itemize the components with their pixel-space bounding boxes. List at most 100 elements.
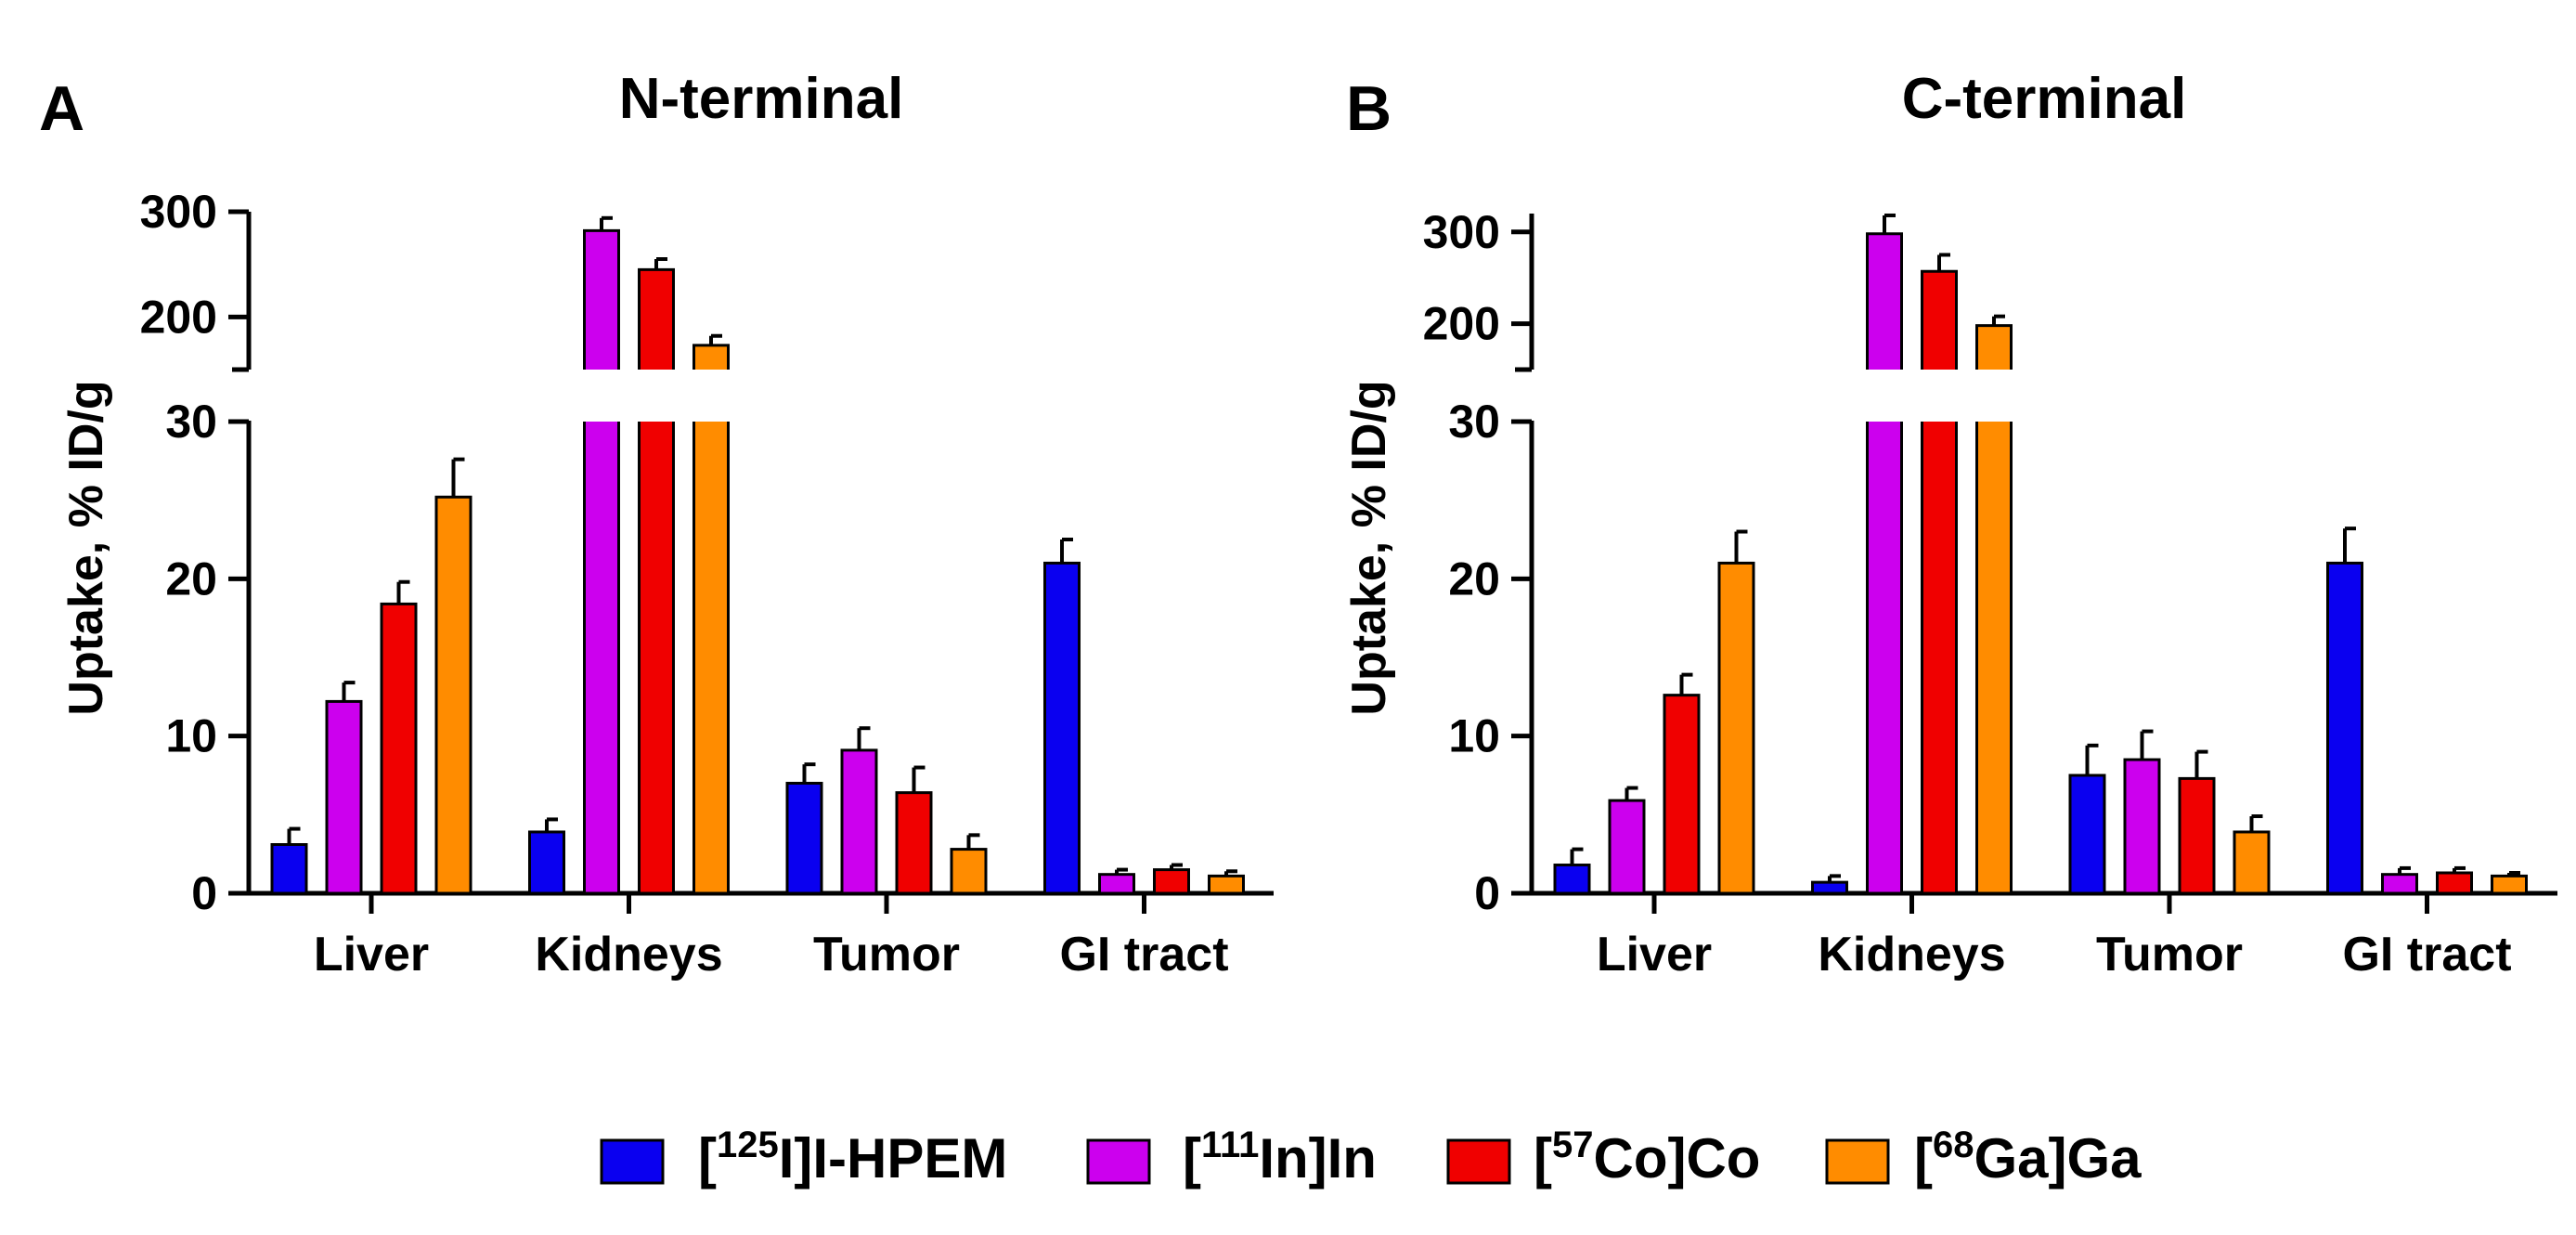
y-tick-label: 10 [165,710,217,762]
bar-outline [638,267,675,370]
panel-title: N-terminal [619,67,904,131]
x-tick-label: Tumor [813,928,960,982]
bar [434,495,472,895]
bar [1867,233,1902,370]
bar [1922,271,1957,370]
bar [1553,864,1591,895]
bar [2068,774,2106,895]
legend-label-superscript: 57 [1552,1124,1594,1165]
bar-outline [1921,269,1958,370]
legend-swatch [1825,1138,1890,1185]
bar [584,230,619,370]
y-tick-label: 300 [1423,206,1500,258]
bar [325,699,363,895]
bar [528,830,565,895]
y-tick-label: 10 [1448,710,1500,762]
panel-a: A N-terminal Uptake, % ID/g 0 10 20 30 200 300 Li… [39,67,1274,982]
legend-label-prefix: [ [1183,1127,1201,1190]
y-tick-label: 200 [140,291,217,343]
bar-outline [1921,422,1958,895]
legend-item: [111In]In [1086,1124,1377,1190]
bar [2123,758,2161,895]
bar-outline [693,422,730,895]
bar-outline [693,344,730,370]
legend-label: [57Co]Co [1534,1124,1760,1190]
legend-label: [68Ga]Ga [1914,1124,2142,1190]
bar [2381,873,2418,895]
panel-title: C-terminal [1902,67,2187,131]
x-tick-label: Liver [314,928,429,982]
legend-label-suffix: I]I-HPEM [779,1127,1008,1190]
x-tick-label: Kidneys [1818,928,2005,982]
bar [1976,422,2012,893]
y-tick-label: 300 [140,186,217,238]
x-tick-label: GI tract [2342,928,2511,982]
legend-label-superscript: 125 [717,1124,779,1165]
x-tick-label: Kidneys [535,928,722,982]
bar [639,269,674,370]
y-tick-label: 20 [1448,552,1500,604]
legend-label: [111In]In [1183,1124,1377,1190]
x-tick-label: GI tract [1059,928,1228,982]
legend-item: [57Co]Co [1446,1124,1760,1190]
bar [2233,830,2271,895]
legend-label-prefix: [ [1914,1127,1933,1190]
bar-outline [583,228,620,370]
y-tick-label: 30 [165,396,217,448]
bar [2326,561,2363,895]
legend-item: [125I]I-HPEM [600,1124,1007,1190]
bar [2178,776,2216,895]
legend-label-prefix: [ [698,1127,717,1190]
y-tick-label: 30 [1448,396,1500,448]
panel-letter: A [39,73,84,144]
y-axis-label: Uptake, % ID/g [1342,380,1396,715]
bar [1208,874,1245,895]
legend-label-suffix: In]In [1259,1127,1377,1190]
legend-label-suffix: Co]Co [1593,1127,1760,1190]
y-tick-label: 20 [165,552,217,604]
bar [1098,873,1135,895]
bar [2436,871,2473,895]
bar [693,344,729,370]
panel-letter: B [1346,73,1392,144]
y-tick-label: 0 [191,867,217,919]
legend-swatch [1446,1138,1511,1185]
bar [1922,422,1957,893]
legend-item: [68Ga]Ga [1825,1124,2142,1190]
panel-b: B C-terminal Uptake, % ID/g 0 10 20 30 200 300 Li… [1342,67,2557,982]
legend-label-suffix: Ga]Ga [1974,1127,2142,1190]
bar [950,848,988,895]
bar [1153,868,1190,895]
legend-label-prefix: [ [1534,1127,1552,1190]
bar [1663,694,1701,895]
legend-label-superscript: 68 [1933,1124,1974,1165]
bar [1867,422,1902,893]
bar-outline [638,422,675,895]
bar [584,422,619,893]
bar [1608,799,1646,895]
legend-label-superscript: 111 [1201,1124,1259,1165]
legend-swatch [600,1138,665,1185]
bar-outline [1866,422,1903,895]
bar [895,791,933,895]
y-axis-label: Uptake, % ID/g [59,380,113,715]
legend-label: [125I]I-HPEM [698,1124,1007,1190]
legend-swatch [1086,1138,1151,1185]
bar [639,422,674,893]
bar [2491,874,2528,895]
x-tick-label: Liver [1597,928,1712,982]
bar [693,422,729,893]
bar-outline [1975,324,2013,370]
bar [785,781,823,895]
y-tick-label: 200 [1423,298,1500,350]
bar-outline [1866,232,1903,370]
legend: [125I]I-HPEM [111In]In [57Co]Co [68Ga]Ga [600,1124,2142,1190]
bar [380,602,418,895]
bar [1811,880,1848,895]
bar [270,843,308,895]
bar [1976,325,2012,370]
bar-outline [1975,422,2013,895]
bar [1043,561,1081,895]
